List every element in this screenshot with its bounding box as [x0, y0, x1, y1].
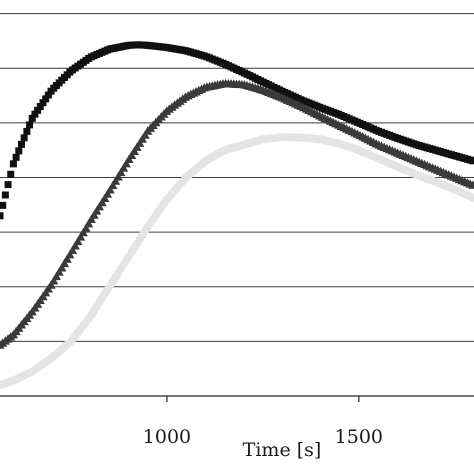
- data-point-triangle: [78, 227, 88, 237]
- data-point-triangle: [57, 263, 67, 272]
- data-point-square: [31, 110, 39, 118]
- data-point-triangle: [92, 206, 102, 215]
- data-point-square: [23, 127, 31, 135]
- data-point-triangle: [102, 189, 113, 198]
- data-point-triangle: [59, 258, 70, 268]
- axes: [0, 395, 474, 402]
- data-point-triangle: [468, 180, 474, 189]
- x-axis-title: Time [s]: [243, 439, 322, 461]
- data-point-square: [42, 95, 50, 103]
- gridlines: [0, 13, 474, 342]
- data-point-triangle: [81, 223, 91, 232]
- data-point-triangle: [100, 193, 110, 202]
- data-point-triangle: [110, 176, 121, 185]
- series-circle: [0, 132, 474, 390]
- data-point-triangle: [70, 241, 80, 250]
- data-point-square: [39, 99, 47, 107]
- data-point-square: [469, 157, 474, 165]
- x-tick-label: 1500: [335, 426, 383, 448]
- data-point-square: [20, 134, 28, 142]
- x-tick-label: 1000: [143, 426, 191, 448]
- data-point-triangle: [73, 236, 83, 246]
- data-point-square: [12, 153, 20, 161]
- data-point-square: [4, 181, 12, 189]
- data-point-square: [1, 191, 9, 199]
- series-square: [0, 41, 474, 220]
- data-point-square: [0, 201, 7, 209]
- series-triangle: [0, 78, 474, 349]
- data-series: [0, 41, 474, 390]
- data-point-triangle: [51, 271, 62, 281]
- data-point-triangle: [116, 167, 126, 177]
- data-point-triangle: [75, 232, 86, 241]
- data-point-triangle: [113, 172, 123, 181]
- data-point-circle: [468, 193, 474, 202]
- data-point-triangle: [65, 249, 75, 259]
- data-point-square: [15, 147, 23, 155]
- data-point-square: [9, 160, 17, 168]
- data-point-triangle: [67, 245, 78, 254]
- data-point-triangle: [46, 280, 56, 289]
- axis-labels: Time [s] 1000 1500: [143, 426, 383, 461]
- data-point-triangle: [105, 185, 115, 194]
- data-point-triangle: [49, 276, 59, 285]
- data-point-square: [44, 91, 52, 99]
- data-point-square: [26, 121, 34, 129]
- data-point-triangle: [108, 180, 118, 190]
- data-point-triangle: [118, 163, 129, 172]
- data-point-triangle: [121, 158, 131, 168]
- data-point-triangle: [84, 218, 94, 228]
- data-point-square: [34, 106, 42, 114]
- data-point-square: [7, 170, 15, 178]
- data-point-square: [28, 114, 36, 122]
- data-point-triangle: [94, 201, 105, 211]
- data-point-square: [0, 212, 4, 220]
- data-point-triangle: [86, 214, 96, 224]
- data-point-triangle: [89, 210, 99, 219]
- data-point-triangle: [62, 254, 72, 263]
- data-point-square: [17, 140, 25, 148]
- data-point-triangle: [97, 197, 107, 207]
- data-point-triangle: [54, 267, 64, 276]
- data-point-square: [36, 103, 44, 111]
